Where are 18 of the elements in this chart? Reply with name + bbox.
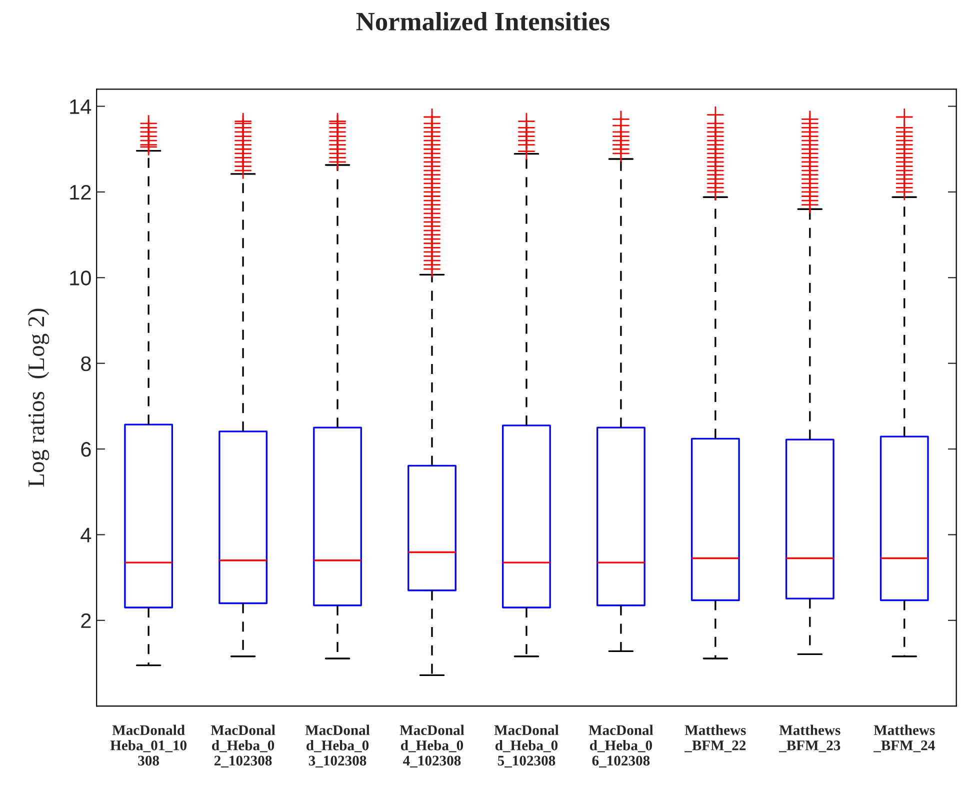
y-tick-label: 12	[70, 184, 91, 200]
x-tick-label: MacDonal d_Heba_0 3_102308	[305, 724, 370, 768]
x-tick-label: MacDonal d_Heba_0 6_102308	[588, 724, 654, 768]
x-tick-label: MacDonald Heba_01_10 308	[110, 724, 186, 766]
y-tick-label: 8	[81, 356, 91, 372]
x-tick-label: MacDonal d_Heba_0 2_102308	[210, 724, 276, 768]
chart-title: Normalized Intensities	[356, 12, 610, 31]
x-tick-label: MacDonal d_Heba_0 4_102308	[400, 724, 464, 768]
y-tick-label: 10	[70, 270, 91, 286]
y-axis-title: Log ratios (Log 2)	[28, 308, 50, 487]
x-tick-label: Matthews _BFM_22	[684, 724, 746, 752]
x-tick-label: MacDonal d_Heba_0 5_102308	[494, 724, 559, 768]
x-tick-label: Matthews _BFM_24	[873, 724, 935, 752]
x-tick-label: Matthews _BFM_23	[779, 724, 840, 752]
y-tick-label: 4	[80, 528, 92, 542]
y-tick-label: 14	[70, 100, 92, 114]
y-tick-label: 2	[81, 613, 91, 628]
y-tick-label: 6	[81, 442, 91, 457]
